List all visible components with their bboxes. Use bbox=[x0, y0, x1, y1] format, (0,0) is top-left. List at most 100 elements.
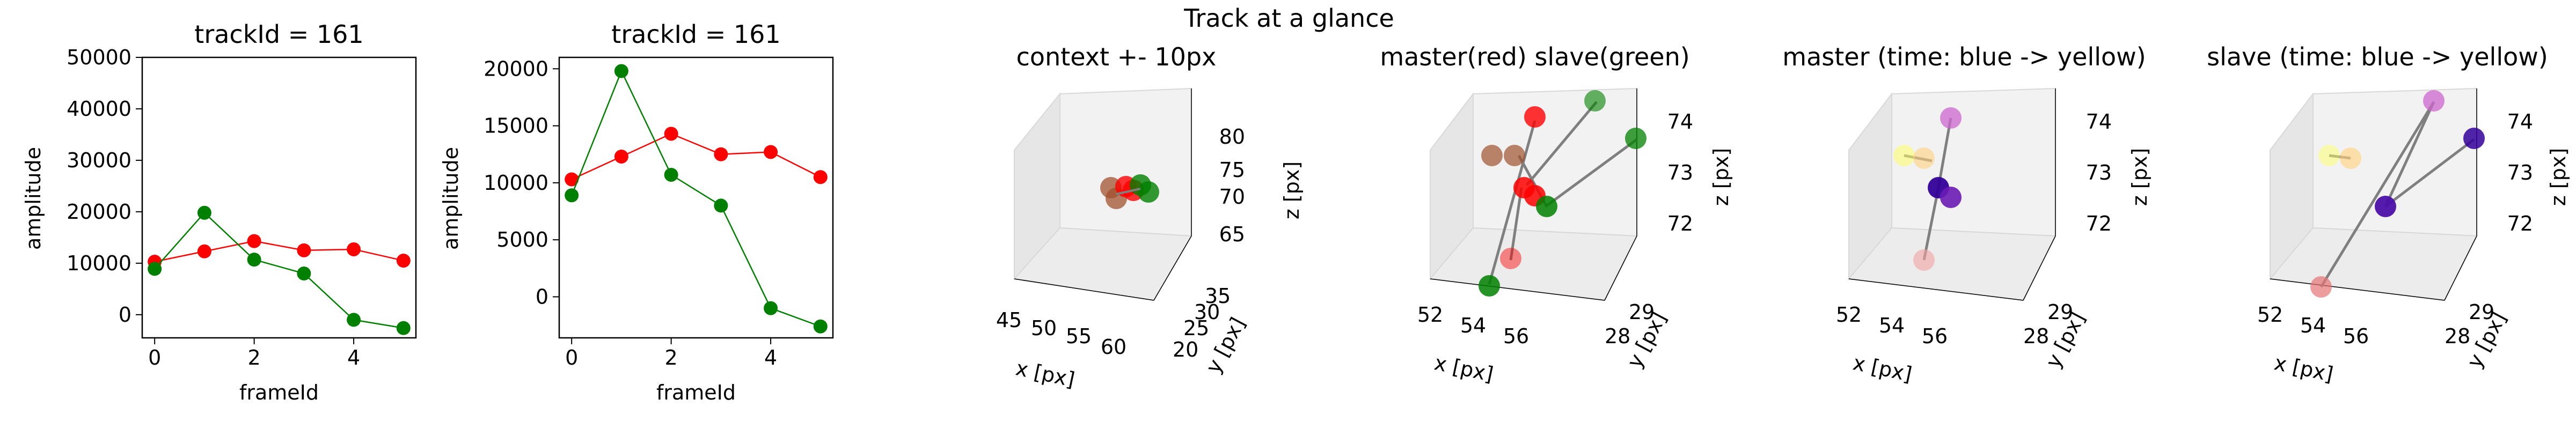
panel-4-title: master(red) slave(green) bbox=[1380, 42, 1689, 71]
panel-3-3d-context: context +- 10px 45 50 55 60 20 25 30 35 … bbox=[996, 42, 1304, 391]
series-point-0 bbox=[614, 149, 628, 164]
panel-5-point bbox=[1913, 249, 1935, 271]
panel-6-xtick: 56 bbox=[2343, 324, 2369, 348]
x-tick-label: 2 bbox=[248, 346, 261, 369]
panel-4-xtick: 56 bbox=[1503, 324, 1529, 348]
panel-3-x-axis-line bbox=[1014, 278, 1154, 301]
panel-5-ytick: 29 bbox=[2047, 300, 2073, 324]
panel-4-point bbox=[1536, 196, 1557, 217]
panel-5-ztick: 72 bbox=[2086, 212, 2112, 235]
panel-6-zlabel: z [px] bbox=[2546, 148, 2570, 206]
panel-3-ytick: 25 bbox=[1183, 316, 1209, 340]
panel-1-ylabel: amplitude bbox=[21, 147, 45, 250]
panel-5-ztick: 73 bbox=[2086, 161, 2112, 184]
x-tick-label: 0 bbox=[565, 346, 578, 369]
series-line-1 bbox=[154, 212, 404, 329]
panel-6-xtick: 54 bbox=[2300, 314, 2326, 337]
panel-4-ytick: 29 bbox=[1629, 300, 1655, 324]
panel-5-3d-master-time: master (time: blue -> yellow) 52 54 56 2… bbox=[1782, 42, 2151, 386]
panel-3-ztick: 75 bbox=[1219, 158, 1245, 182]
y-tick-label: 0 bbox=[119, 303, 131, 327]
panel-4-xtick: 52 bbox=[1417, 303, 1443, 327]
x-tick-label: 4 bbox=[764, 346, 777, 369]
panel-6-ztick: 74 bbox=[2507, 110, 2533, 134]
series-point-0 bbox=[565, 172, 579, 187]
panel-5-ztick: 74 bbox=[2086, 110, 2112, 134]
y-tick-label: 0 bbox=[536, 285, 548, 308]
series-point-0 bbox=[297, 243, 311, 257]
y-tick-label: 30000 bbox=[67, 149, 131, 172]
x-tick-label: 2 bbox=[665, 346, 678, 369]
panel-4-link bbox=[1526, 101, 1598, 186]
panel-3-ytick: 20 bbox=[1173, 338, 1198, 361]
series-point-0 bbox=[247, 234, 261, 248]
panel-2-line-chart: trackId = 161 0 2 4 0 5000 10000 15000 20000 fr… bbox=[439, 20, 834, 404]
panel-5-link bbox=[1922, 187, 1940, 261]
panel-2-xlabel: frameId bbox=[656, 381, 736, 404]
series-point-1 bbox=[764, 301, 778, 315]
panel-4-ztick: 72 bbox=[1667, 212, 1693, 235]
panel-2-ylabel: amplitude bbox=[439, 147, 463, 250]
panel-6-point bbox=[2318, 145, 2340, 166]
panel-6-link bbox=[2384, 101, 2435, 208]
panel-5-zlabel: z [px] bbox=[2128, 148, 2151, 206]
panel-4-3d-master-slave: master(red) slave(green) 52 54 56 28 29 … bbox=[1380, 42, 1733, 386]
series-point-1 bbox=[614, 64, 628, 78]
panel-5-point bbox=[1940, 107, 1962, 129]
panel-5-xtick: 52 bbox=[1836, 303, 1862, 327]
panel-5-point bbox=[1893, 145, 1915, 166]
x-tick-label: 4 bbox=[347, 346, 360, 369]
panel-6-link bbox=[2319, 101, 2435, 288]
x-tick-label: 0 bbox=[148, 346, 161, 369]
panel-6-xlabel: x [px] bbox=[2272, 351, 2336, 386]
panel-3-title: context +- 10px bbox=[1016, 42, 1217, 71]
panel-1-ticks: 0 2 4 0 10000 20000 30000 40000 50000 bbox=[67, 46, 360, 369]
panel-6-point bbox=[2375, 196, 2396, 217]
panel-3-ytick: 35 bbox=[1205, 284, 1231, 308]
panel-6-3d-slave-time: slave (time: blue -> yellow) 52 54 56 28… bbox=[2207, 42, 2570, 386]
panel-2-series bbox=[565, 64, 828, 334]
panel-6-ztick: 72 bbox=[2507, 212, 2533, 235]
series-point-0 bbox=[813, 170, 828, 184]
panel-4-point bbox=[1500, 248, 1521, 269]
series-line-1 bbox=[571, 69, 821, 327]
y-tick-label: 5000 bbox=[496, 228, 548, 252]
panel-3-link bbox=[1116, 188, 1141, 195]
panel-6-ytick: 29 bbox=[2469, 300, 2494, 324]
panel-5-point bbox=[1940, 187, 1962, 208]
panel-4-x-axis-line bbox=[1430, 278, 1605, 301]
panel-5-xtick: 54 bbox=[1879, 314, 1905, 337]
series-point-1 bbox=[396, 321, 411, 335]
series-point-0 bbox=[664, 127, 678, 141]
y-tick-label: 50000 bbox=[67, 46, 131, 69]
series-line-0 bbox=[571, 133, 821, 180]
panel-4-y-axis-line bbox=[1604, 235, 1637, 301]
panel-4-point bbox=[1481, 145, 1503, 166]
panel-4-point bbox=[1524, 106, 1546, 128]
series-line-0 bbox=[154, 240, 404, 263]
panel-6-link bbox=[2384, 138, 2475, 208]
panel-4-ztick: 74 bbox=[1667, 110, 1693, 134]
panel-5-y-axis-line bbox=[2023, 235, 2056, 301]
panel-6-point bbox=[2423, 90, 2445, 112]
panel-5-x-axis-line bbox=[1848, 278, 2024, 301]
series-point-1 bbox=[148, 262, 162, 276]
panel-3-back-pane bbox=[1059, 87, 1192, 237]
panel-3-ztick: 65 bbox=[1219, 223, 1245, 246]
panel-4-point bbox=[1479, 275, 1500, 297]
series-point-1 bbox=[197, 205, 211, 220]
series-point-1 bbox=[565, 188, 579, 203]
y-tick-label: 20000 bbox=[484, 57, 548, 80]
y-tick-label: 15000 bbox=[484, 114, 548, 138]
series-point-1 bbox=[297, 267, 311, 281]
series-point-0 bbox=[347, 242, 361, 256]
panel-4-point bbox=[1584, 90, 1606, 112]
panel-6-ztick: 73 bbox=[2507, 161, 2533, 184]
series-point-1 bbox=[664, 167, 678, 182]
panel-3-xtick: 45 bbox=[996, 308, 1022, 332]
series-point-0 bbox=[197, 244, 211, 258]
panel-3-y-axis-line bbox=[1153, 235, 1192, 301]
panel-2-title: trackId = 161 bbox=[611, 20, 780, 49]
panel-6-back-pane bbox=[2312, 87, 2477, 237]
